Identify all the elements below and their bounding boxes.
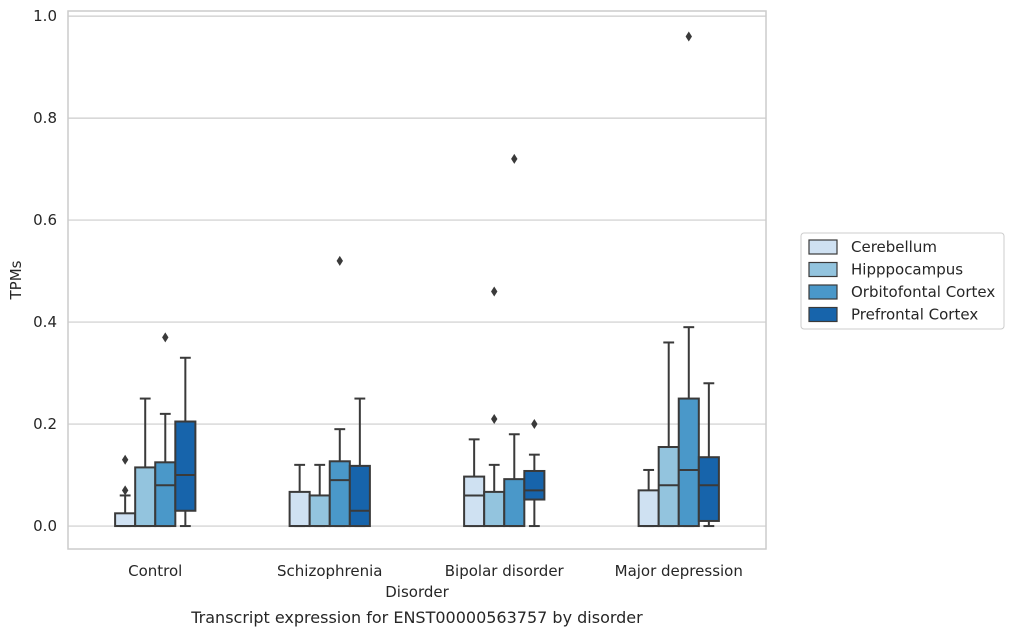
outlier-point	[162, 332, 169, 343]
box-0-0	[114, 454, 137, 528]
outlier-point	[491, 413, 498, 424]
box-iqr	[308, 494, 331, 528]
box-iqr	[677, 397, 700, 528]
legend-label: Cerebellum	[851, 238, 937, 256]
legend: Cerebellum Hipppocampus Orbitofontal Corte…	[800, 232, 1005, 330]
box-iqr	[114, 512, 137, 528]
box-iqr	[174, 420, 197, 512]
box-2-2	[503, 153, 526, 528]
outlier-point	[491, 286, 498, 297]
x-tick-label: Bipolar disorder	[445, 562, 565, 580]
box-1-3	[348, 397, 371, 528]
legend-swatch	[808, 306, 838, 323]
outlier-point	[121, 454, 129, 465]
box-0-1	[134, 397, 157, 528]
box-3-3	[697, 382, 720, 528]
box-iqr	[657, 446, 680, 528]
y-tick-labels: 0.0 0.2 0.4 0.6 0.8 1.0	[33, 7, 57, 535]
box-2-0	[463, 438, 486, 528]
legend-swatch	[808, 239, 838, 255]
legend-label: Hipppocampus	[851, 261, 963, 279]
boxes	[114, 31, 720, 528]
y-tick-label: 1.0	[33, 7, 57, 25]
box-iqr	[483, 490, 506, 528]
legend-entry: Hipppocampus	[808, 261, 963, 279]
box-iqr	[463, 475, 486, 528]
legend-entry: Orbitofontal Cortex	[808, 283, 995, 301]
y-tick-label: 0.8	[33, 109, 57, 127]
x-tick-label: Schizophrenia	[277, 562, 382, 580]
outlier-point	[121, 485, 129, 496]
box-iqr	[697, 456, 720, 522]
box-iqr	[134, 466, 157, 528]
box-iqr	[503, 478, 526, 528]
y-tick-label: 0.6	[33, 211, 57, 229]
legend-frame	[800, 232, 1005, 330]
legend-swatch	[808, 284, 838, 300]
y-tick-label: 0.4	[33, 313, 57, 331]
legend-swatch	[808, 261, 838, 278]
y-tick-label: 0.2	[33, 415, 57, 433]
box-iqr	[523, 469, 546, 501]
box-0-3	[174, 356, 197, 528]
box-iqr	[637, 489, 660, 528]
outlier-point	[685, 31, 692, 42]
x-tick-labels: Control Schizophrenia Bipolar disorder Majo…	[128, 562, 743, 580]
box-iqr	[328, 460, 351, 528]
legend-entry: Cerebellum	[808, 238, 937, 256]
outlier-point	[336, 255, 343, 266]
box-1-1	[308, 463, 331, 528]
box-2-3	[523, 419, 546, 528]
x-tick-label: Control	[128, 562, 182, 580]
outlier-point	[511, 153, 518, 164]
y-axis-label: TPMs	[7, 260, 25, 300]
box-iqr	[154, 461, 177, 528]
box-3-0	[637, 468, 660, 528]
y-tick-label: 0.0	[33, 517, 57, 535]
legend-entry: Prefrontal Cortex	[808, 306, 978, 324]
chart-title: Transcript expression for ENST0000056375…	[190, 608, 643, 627]
legend-label: Prefrontal Cortex	[851, 306, 978, 324]
outlier-point	[531, 419, 538, 430]
legend-label: Orbitofontal Cortex	[851, 283, 995, 301]
x-axis-label: Disorder	[385, 583, 449, 601]
box-iqr	[288, 490, 311, 528]
box-iqr	[348, 464, 371, 528]
box-3-1	[657, 341, 680, 528]
x-tick-label: Major depression	[615, 562, 743, 580]
